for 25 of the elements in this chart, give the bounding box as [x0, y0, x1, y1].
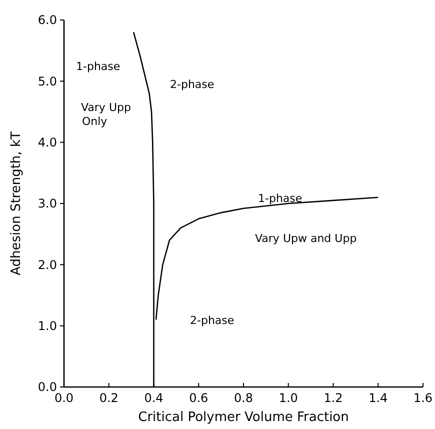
y-tick-label: 4.0: [38, 136, 57, 150]
annotation: Only: [82, 114, 108, 128]
y-tick-label: 2.0: [38, 258, 57, 272]
x-tick-label: 1.0: [278, 391, 298, 405]
x-tick-label: 0.8: [234, 391, 254, 405]
x-tick-label: 0.6: [189, 391, 208, 405]
x-tick-label: 0.0: [54, 391, 74, 405]
annotation: Vary Upp: [81, 100, 131, 114]
annotation: 1-phase: [76, 60, 120, 73]
x-axis-title: Critical Polymer Volume Fraction: [138, 410, 349, 425]
y-tick-label: 6.0: [38, 13, 57, 28]
x-tick-label: 0.2: [99, 391, 118, 405]
y-tick-label: 1.0: [38, 319, 57, 334]
x-tick-label: 1.4: [368, 391, 388, 405]
x-tick-label: 1.2: [324, 391, 343, 405]
annotation: 2-phase: [190, 314, 234, 327]
y-tick-label: 0.0: [38, 380, 57, 394]
annotation: 1-phase: [258, 192, 302, 205]
annotation: Vary Upw and Upp: [255, 232, 357, 245]
y-axis-title: Adhesion Strength, kT: [9, 132, 24, 276]
y-tick-label: 3.0: [38, 196, 57, 211]
x-tick-label: 1.6: [413, 391, 433, 405]
x-tick-label: 0.4: [144, 391, 164, 405]
annotation: 2-phase: [170, 78, 214, 91]
y-tick-label: 5.0: [38, 74, 57, 88]
